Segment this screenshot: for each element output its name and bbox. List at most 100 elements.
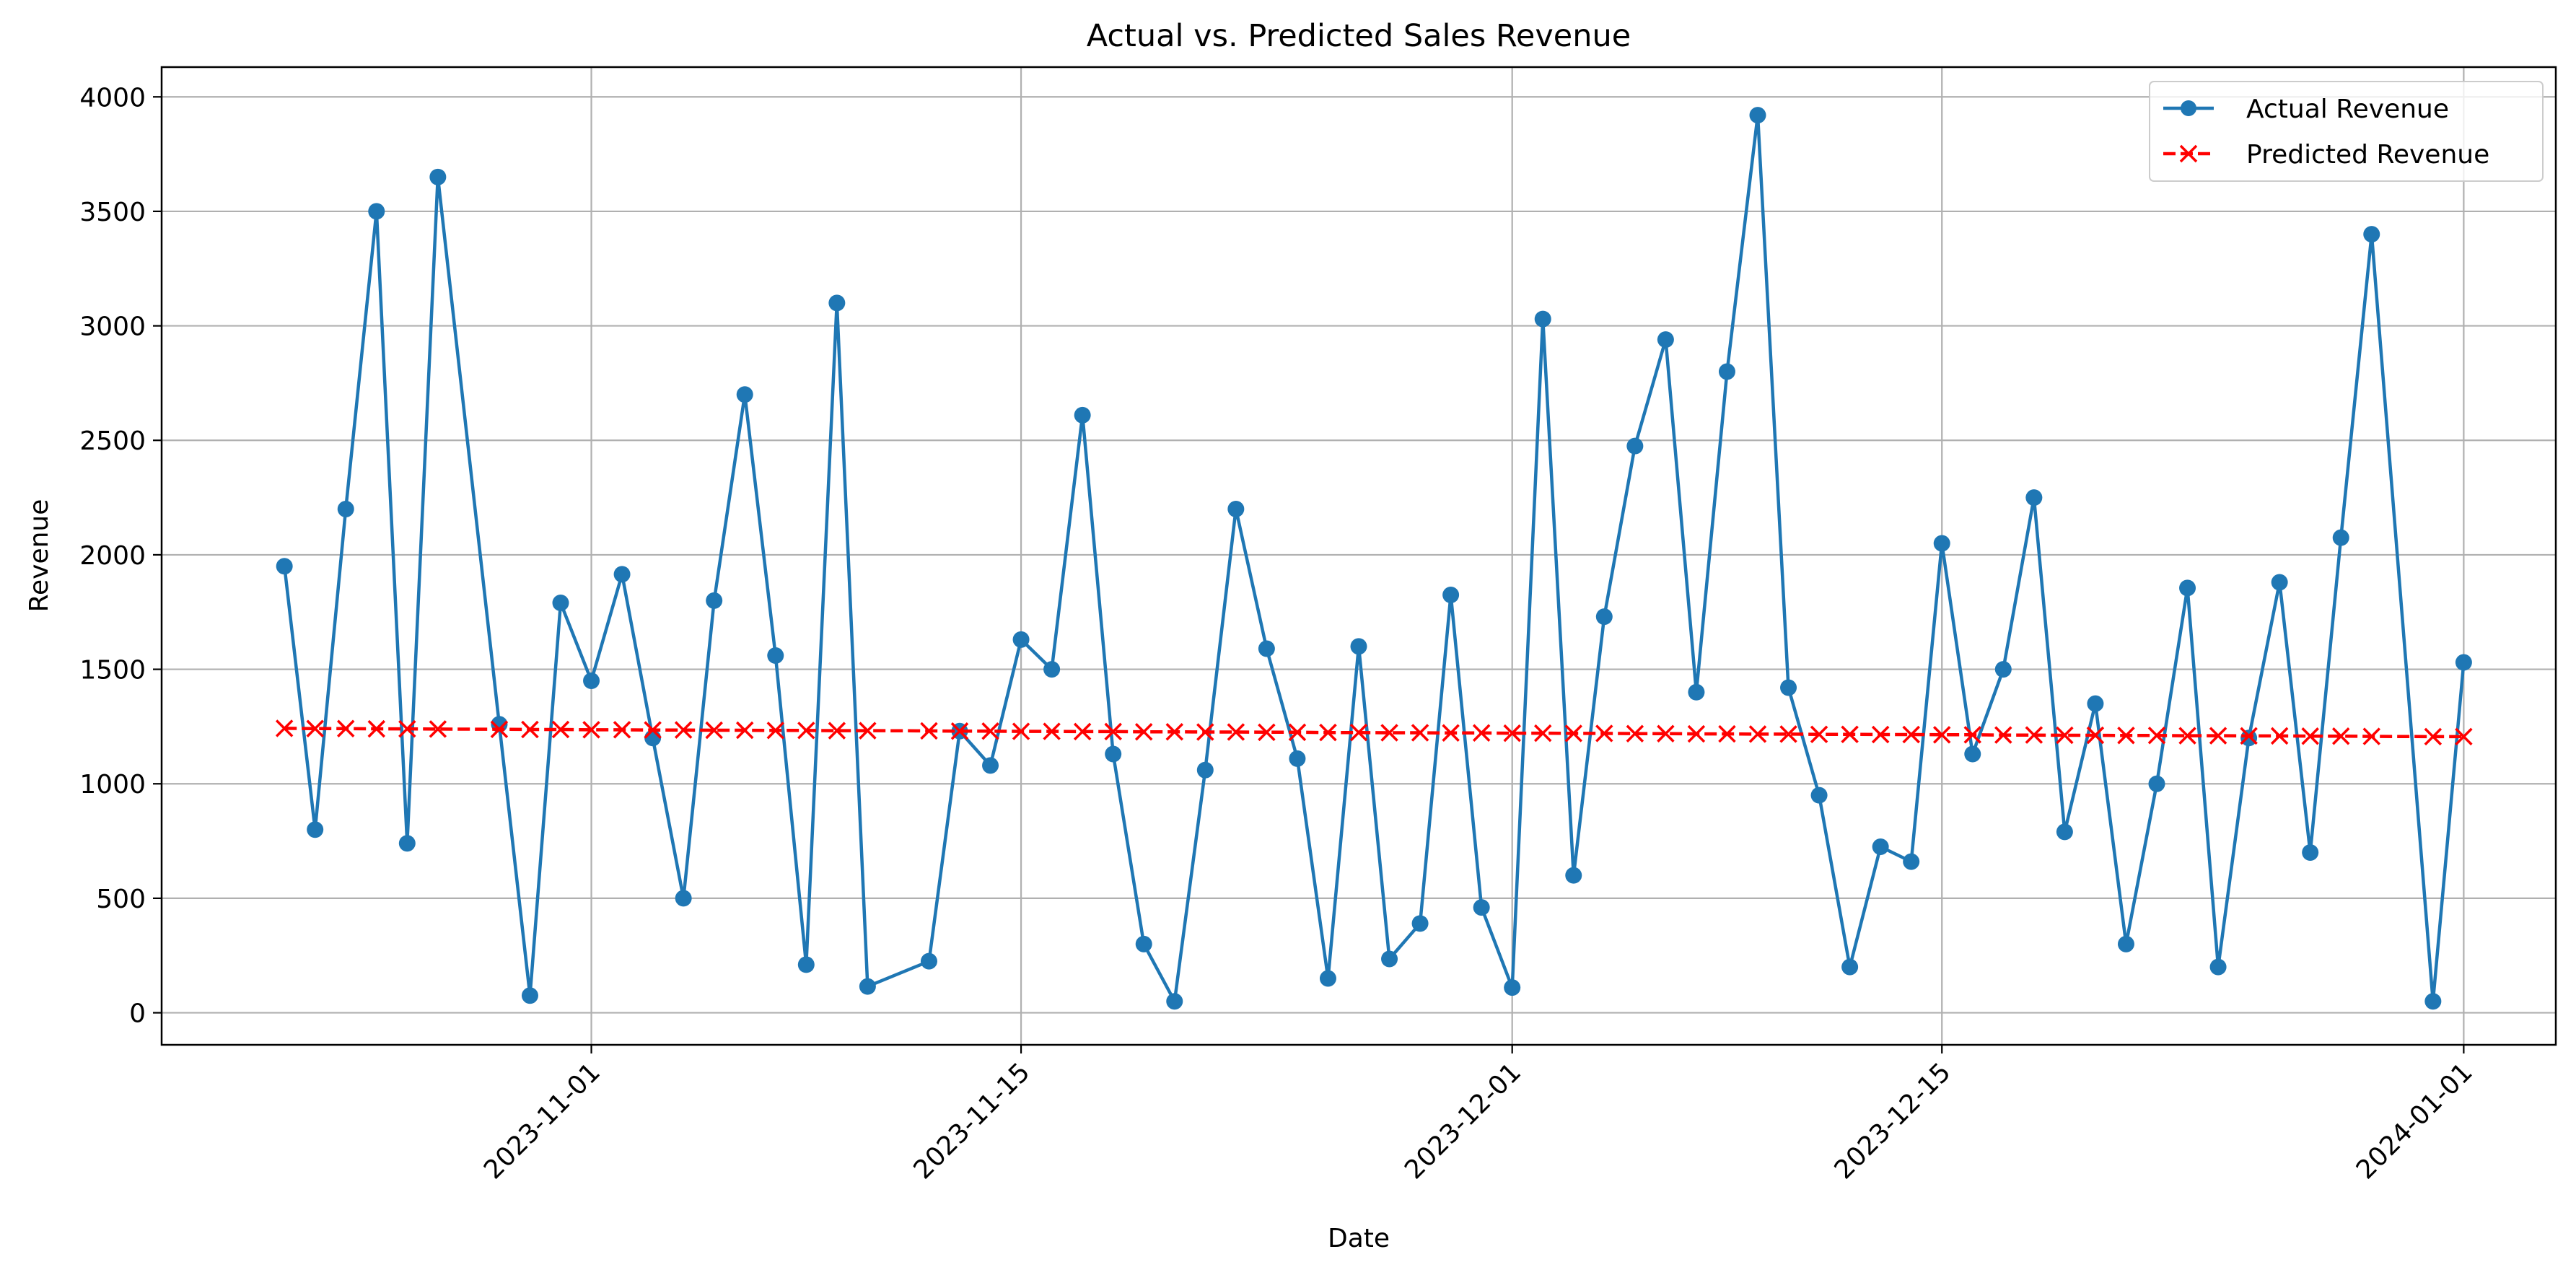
data-point xyxy=(1994,661,2012,678)
data-point xyxy=(705,721,723,740)
data-point xyxy=(1932,726,1951,744)
data-point xyxy=(1472,724,1491,742)
data-point xyxy=(490,720,509,738)
y-tick-label: 2500 xyxy=(79,426,146,456)
data-point xyxy=(674,721,693,739)
data-point xyxy=(551,720,570,739)
data-point xyxy=(1748,725,1767,743)
data-point xyxy=(766,722,785,740)
data-point xyxy=(552,595,569,612)
data-point xyxy=(2271,574,2288,591)
data-point xyxy=(2240,727,2258,745)
data-point xyxy=(1411,915,1429,932)
data-point xyxy=(1442,586,1460,603)
data-point xyxy=(950,722,969,740)
data-point xyxy=(2025,489,2043,507)
data-point xyxy=(275,719,294,737)
data-point xyxy=(2240,729,2258,747)
data-point xyxy=(767,647,784,665)
y-tick-label: 2000 xyxy=(79,541,146,571)
data-point xyxy=(1289,750,1306,767)
data-point xyxy=(1258,723,1276,742)
plot-frame xyxy=(160,66,2557,1046)
data-point xyxy=(1565,867,1582,884)
data-point xyxy=(1595,608,1613,626)
data-point xyxy=(1718,363,1735,380)
data-point xyxy=(1657,331,1674,349)
data-point xyxy=(1319,970,1336,987)
data-point xyxy=(336,719,355,738)
data-point xyxy=(644,721,662,739)
data-point xyxy=(1963,726,1982,744)
data-point xyxy=(1350,638,1367,655)
data-point xyxy=(797,722,815,740)
data-point xyxy=(1073,722,1092,741)
data-point xyxy=(398,719,416,738)
legend-box xyxy=(2149,81,2544,182)
legend-actual-marker xyxy=(2181,100,2196,116)
data-point xyxy=(2209,727,2227,745)
legend-predicted-marker xyxy=(2179,144,2198,163)
data-point xyxy=(2117,935,2134,952)
data-point xyxy=(859,978,876,995)
y-tick-label: 1500 xyxy=(79,656,146,685)
y-tick-label: 500 xyxy=(96,885,146,914)
series-actual xyxy=(276,107,2472,1010)
series-predicted xyxy=(275,719,2473,746)
y-tick-label: 4000 xyxy=(79,83,146,113)
data-point xyxy=(2455,654,2472,671)
data-point xyxy=(2056,726,2074,745)
data-point xyxy=(521,987,538,1004)
data-point xyxy=(1810,787,1828,804)
data-point xyxy=(307,821,324,838)
data-point xyxy=(1288,723,1307,742)
data-point xyxy=(1933,535,1950,552)
data-point xyxy=(582,721,600,739)
data-point xyxy=(1533,724,1552,742)
data-point xyxy=(2117,727,2135,745)
data-point xyxy=(1810,725,1828,743)
data-point xyxy=(2087,695,2104,712)
data-point xyxy=(1380,724,1398,742)
data-point xyxy=(1534,310,1551,328)
data-point xyxy=(1902,725,1920,744)
data-point xyxy=(1381,950,1398,968)
data-point xyxy=(1196,723,1214,741)
data-point xyxy=(1964,745,1981,763)
data-point xyxy=(1626,437,1644,455)
data-point xyxy=(2179,579,2196,597)
y-tick-label: 1000 xyxy=(79,770,146,799)
legend-actual-label: Actual Revenue xyxy=(2246,95,2449,124)
data-point xyxy=(1564,724,1583,742)
data-point xyxy=(1012,631,1030,648)
data-point xyxy=(1043,722,1061,740)
data-point xyxy=(644,729,662,747)
data-point xyxy=(982,757,999,774)
y-tick-label: 3000 xyxy=(79,312,146,342)
data-point xyxy=(1319,723,1337,742)
y-tick-label: 0 xyxy=(129,999,146,1029)
data-point xyxy=(2178,727,2196,745)
data-point xyxy=(1841,958,1859,976)
data-point xyxy=(2332,529,2349,546)
data-point xyxy=(1780,679,1797,696)
data-point xyxy=(2331,727,2350,745)
data-point xyxy=(2455,727,2473,746)
data-point xyxy=(1074,406,1091,424)
data-point xyxy=(675,890,692,907)
data-point xyxy=(2209,958,2227,976)
data-point xyxy=(1872,838,1889,856)
data-point xyxy=(1043,661,1061,678)
data-point xyxy=(1104,722,1122,741)
data-point xyxy=(1442,724,1460,742)
data-point xyxy=(2424,727,2443,746)
data-point xyxy=(920,722,938,740)
data-point xyxy=(706,592,723,609)
data-point xyxy=(736,386,753,403)
data-point xyxy=(368,203,385,220)
data-point xyxy=(521,720,539,739)
data-point xyxy=(1166,993,1183,1010)
data-point xyxy=(735,721,754,740)
data-point xyxy=(1626,724,1644,742)
